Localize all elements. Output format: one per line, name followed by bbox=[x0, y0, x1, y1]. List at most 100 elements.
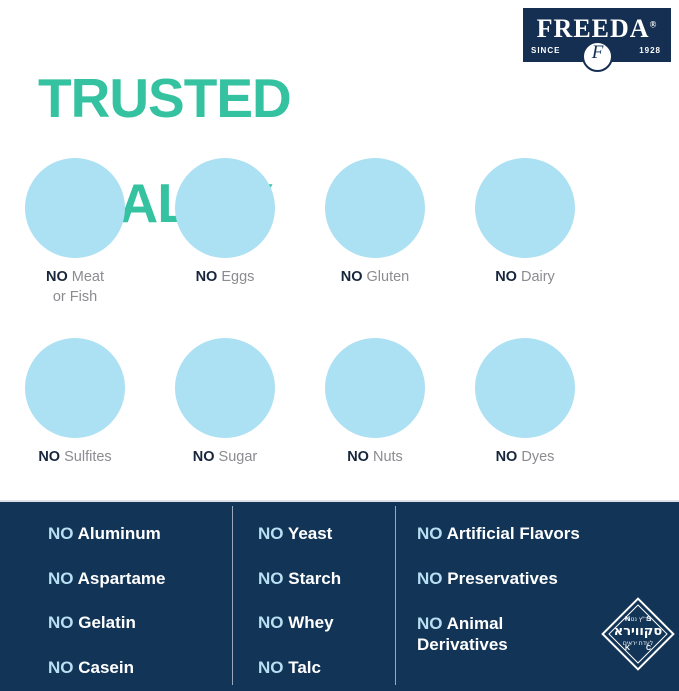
icon-circle-background bbox=[175, 338, 275, 438]
icon-caption-meat: NO Meat or Fish bbox=[46, 268, 104, 307]
logo-year: 1928 bbox=[639, 46, 661, 55]
icon-label: Sugar bbox=[218, 449, 258, 465]
icon-grid-row-1: NO Meat or Fish NO Eggs bbox=[0, 140, 679, 320]
panel-divider-2 bbox=[395, 506, 396, 685]
icon-label: Dairy bbox=[520, 269, 555, 285]
icon-caption-nuts: NO Nuts bbox=[347, 448, 403, 468]
sugar-cubes-icon-wrap bbox=[175, 338, 275, 438]
icon-caption-gluten: NO Gluten bbox=[341, 268, 410, 288]
logo-brand-text: FREEDA bbox=[536, 14, 650, 43]
no-prefix: NO bbox=[258, 657, 284, 677]
no-prefix: NO bbox=[495, 449, 518, 465]
icon-cell-meat: NO Meat or Fish bbox=[0, 140, 150, 320]
skver-corner-c: C bbox=[645, 645, 651, 652]
icon-caption-eggs: NO Eggs bbox=[196, 268, 255, 288]
icon-label: Eggs bbox=[221, 269, 255, 285]
no-prefix: NO bbox=[48, 568, 74, 588]
skver-top-text: בד"ץ נטריי bbox=[624, 616, 652, 623]
list-item: NO Talc bbox=[258, 658, 341, 678]
panel-top-border bbox=[0, 500, 679, 502]
list-item-label: Talc bbox=[288, 657, 321, 677]
free-from-icon-grid: NO Meat or Fish NO Eggs bbox=[0, 140, 679, 475]
skver-bottom-text: לעדת יראים bbox=[622, 640, 654, 647]
free-from-list-panel: NO Aluminum NO Aspartame NO Gelatin NO C… bbox=[0, 500, 679, 691]
no-prefix: NO bbox=[258, 568, 284, 588]
milk-bottle-icon-wrap bbox=[475, 158, 575, 258]
icon-caption-dyes: NO Dyes bbox=[496, 448, 555, 468]
icon-label: Nuts bbox=[372, 449, 403, 465]
icon-label: Dyes bbox=[521, 449, 555, 465]
panel-column-2: NO Yeast NO Starch NO Whey NO Talc bbox=[258, 524, 341, 691]
skver-corner-k: K bbox=[625, 645, 631, 652]
list-item-label: Casein bbox=[78, 657, 134, 677]
no-prefix: NO bbox=[48, 524, 74, 543]
no-prefix: NO bbox=[45, 269, 68, 285]
list-item-label: Artificial Flavors bbox=[446, 524, 580, 543]
list-item: NO Aluminum bbox=[48, 524, 165, 544]
registered-mark-icon: ® bbox=[649, 19, 658, 30]
panel-column-3: NO Artificial Flavors NO Preservatives N… bbox=[417, 524, 592, 681]
icon-cell-dyes: NO Dyes bbox=[450, 320, 600, 475]
meat-icon-wrap bbox=[25, 158, 125, 258]
icon-cell-nuts: NO Nuts bbox=[300, 320, 450, 475]
list-item-label: Yeast bbox=[287, 524, 333, 543]
skver-kosher-icon: בד"ץ נטריי סקווירא לעדת יראים N S K C bbox=[601, 597, 675, 671]
logo-seal-letter: F bbox=[591, 42, 604, 63]
icon-circle-background bbox=[325, 338, 425, 438]
no-prefix: NO bbox=[347, 449, 369, 465]
no-prefix: NO bbox=[417, 568, 443, 588]
icon-circle-background bbox=[25, 158, 125, 258]
list-item-label: Aspartame bbox=[77, 568, 166, 588]
no-prefix: NO bbox=[417, 614, 443, 634]
icon-caption-dairy: NO Dairy bbox=[495, 268, 555, 288]
list-item: NO Gelatin bbox=[48, 613, 165, 633]
icon-cell-gluten: NO Gluten bbox=[300, 140, 450, 320]
list-item: NO Casein bbox=[48, 658, 165, 678]
list-item-label: Whey bbox=[288, 613, 334, 633]
no-prefix: NO bbox=[495, 269, 517, 285]
list-item: NO Aspartame bbox=[48, 569, 165, 589]
list-item-label: Starch bbox=[288, 568, 342, 588]
logo-brand-name: FREEDA® bbox=[523, 14, 671, 44]
icon-circle-background bbox=[325, 158, 425, 258]
list-item-label: Preservatives bbox=[447, 568, 558, 588]
wheat-icon-wrap bbox=[325, 158, 425, 258]
icon-cell-dairy: NO Dairy bbox=[450, 140, 600, 320]
list-item: NO Preservatives bbox=[417, 569, 592, 589]
no-prefix: NO bbox=[417, 524, 443, 543]
icon-circle-background bbox=[475, 158, 575, 258]
icon-label: Gluten bbox=[366, 269, 410, 285]
icon-label: Sulfites bbox=[64, 449, 112, 465]
no-prefix: NO bbox=[48, 657, 74, 677]
icon-caption-sugar: NO Sugar bbox=[193, 448, 257, 468]
no-prefix: NO bbox=[48, 613, 74, 633]
peanuts-icon-wrap bbox=[325, 338, 425, 438]
icon-grid-row-2: SO2 NO Sulfites bbox=[0, 320, 679, 475]
flask-so2-icon-wrap: SO2 bbox=[25, 338, 125, 438]
icon-cell-sulfites: SO2 NO Sulfites bbox=[0, 320, 150, 475]
icon-circle-background bbox=[175, 158, 275, 258]
list-item-label: Animal Derivatives bbox=[417, 614, 508, 655]
list-item-label: Gelatin bbox=[78, 613, 136, 633]
icon-circle-background bbox=[475, 338, 575, 438]
no-prefix: NO bbox=[258, 524, 284, 543]
no-prefix: NO bbox=[258, 613, 284, 633]
no-prefix: NO bbox=[195, 269, 218, 285]
page-title-line1: TRUSTED bbox=[38, 67, 292, 130]
skver-corner-n: N bbox=[625, 616, 631, 623]
skver-corner-s: S bbox=[646, 616, 651, 623]
egg-icon-wrap bbox=[175, 158, 275, 258]
list-item-label: Aluminum bbox=[77, 524, 161, 543]
icon-circle-background bbox=[25, 338, 125, 438]
list-item: NO Animal Derivatives bbox=[417, 613, 592, 656]
no-prefix: NO bbox=[192, 449, 215, 465]
logo-since-label: SINCE bbox=[531, 46, 561, 55]
panel-column-1: NO Aluminum NO Aspartame NO Gelatin NO C… bbox=[48, 524, 165, 691]
icon-cell-sugar: NO Sugar bbox=[150, 320, 300, 475]
no-prefix: NO bbox=[38, 449, 61, 465]
list-item: NO Starch bbox=[258, 569, 341, 589]
freeda-logo: FREEDA® SINCE 1928 F bbox=[523, 8, 671, 72]
list-item: NO Artificial Flavors bbox=[417, 524, 592, 544]
skver-main-text: סקווירא bbox=[613, 624, 663, 639]
